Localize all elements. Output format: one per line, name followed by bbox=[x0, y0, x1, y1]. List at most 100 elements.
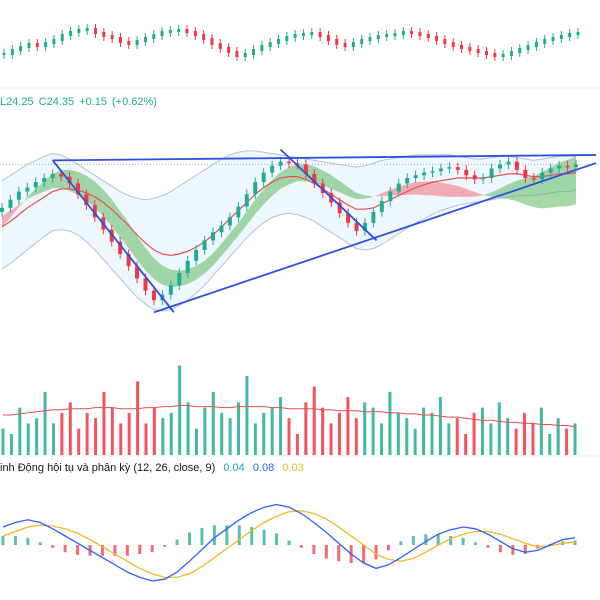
volume-bar bbox=[464, 433, 468, 455]
top-strip-candle bbox=[102, 32, 106, 37]
price-candle bbox=[211, 232, 216, 241]
volume-bar bbox=[363, 402, 367, 455]
price-candle bbox=[202, 240, 207, 250]
top-strip-candle bbox=[301, 33, 305, 36]
ichimoku-cloud-segment bbox=[339, 180, 349, 197]
ichimoku-cloud-segment bbox=[356, 193, 365, 200]
volume-bar bbox=[346, 397, 350, 455]
volume-bar bbox=[194, 428, 198, 455]
ichimoku-cloud-segment bbox=[373, 193, 382, 197]
price-candle bbox=[270, 165, 275, 173]
macd-histogram-bar bbox=[225, 525, 229, 545]
ichimoku-cloud-segment bbox=[238, 211, 247, 236]
top-strip-candle bbox=[210, 38, 214, 45]
ichimoku-cloud-segment bbox=[457, 185, 467, 197]
ichimoku-cloud-segment bbox=[35, 181, 45, 195]
ichimoku-cloud-segment bbox=[289, 164, 298, 185]
macd-histogram-bar bbox=[163, 545, 167, 547]
top-strip-candle bbox=[484, 51, 488, 55]
price-candle bbox=[388, 191, 393, 202]
top-strip-candle bbox=[2, 53, 6, 55]
trendline bbox=[51, 159, 175, 313]
ichimoku-cloud-segment bbox=[314, 166, 323, 186]
top-strip-candle bbox=[77, 29, 81, 33]
price-candle bbox=[177, 273, 182, 286]
top-strip-candle bbox=[326, 35, 330, 41]
volume-bar bbox=[422, 407, 426, 455]
top-strip-candle bbox=[260, 45, 264, 51]
ichimoku-cloud-segment bbox=[255, 189, 264, 215]
macd-histogram-bar bbox=[237, 525, 241, 545]
macd-histogram-bar bbox=[26, 537, 30, 545]
ohlc-change-pct: (+0.62%) bbox=[111, 96, 157, 108]
volume-bar bbox=[245, 376, 249, 455]
price-candle bbox=[489, 168, 494, 178]
ichimoku-cloud-segment bbox=[179, 269, 188, 287]
macd-legend[interactable]: inh Động hội tụ và phân kỳ (12, 26, clos… bbox=[0, 462, 304, 474]
top-strip-candle bbox=[401, 31, 405, 35]
top-strip-candle bbox=[435, 36, 439, 41]
volume-bar bbox=[178, 365, 182, 455]
ichimoku-cloud-segment bbox=[44, 173, 53, 192]
ichimoku-cloud-segment bbox=[170, 269, 180, 288]
ichimoku-cloud-segment bbox=[432, 181, 441, 197]
macd-histogram-bar bbox=[113, 545, 117, 556]
price-candle bbox=[354, 222, 359, 231]
volume-bar bbox=[539, 407, 543, 455]
top-strip-candle bbox=[335, 39, 339, 45]
price-candle bbox=[447, 167, 452, 169]
volume-bar bbox=[354, 418, 358, 455]
volume-bar bbox=[480, 407, 484, 455]
price-candle bbox=[261, 172, 266, 183]
price-candle bbox=[405, 178, 410, 184]
volume-ma-line bbox=[3, 405, 576, 428]
price-candle bbox=[481, 178, 486, 180]
volume-bar bbox=[506, 418, 510, 455]
price-candle bbox=[25, 187, 30, 192]
price-candle bbox=[396, 183, 401, 192]
price-candle bbox=[303, 164, 308, 174]
price-candle bbox=[42, 178, 47, 183]
ichimoku-cloud-segment bbox=[52, 170, 62, 189]
macd-histogram-bar bbox=[275, 533, 279, 545]
volume-bar bbox=[548, 433, 552, 455]
macd-histogram-bar bbox=[386, 545, 390, 551]
top-strip-candle bbox=[293, 34, 297, 38]
price-candle bbox=[379, 201, 384, 212]
ichimoku-cloud-segment bbox=[466, 188, 475, 197]
top-strip-candle bbox=[35, 43, 39, 47]
macd-histogram-bar bbox=[299, 545, 303, 548]
volume-bar bbox=[144, 423, 148, 455]
top-strip-candle bbox=[501, 54, 505, 57]
volume-bar bbox=[60, 412, 64, 455]
price-candle bbox=[523, 169, 528, 178]
volume-bar bbox=[489, 423, 493, 455]
macd-indicator-params: (12, 26, close, 9) bbox=[133, 462, 216, 474]
top-strip-candle bbox=[376, 35, 380, 39]
price-candle bbox=[278, 161, 283, 166]
top-strip-candle bbox=[69, 31, 73, 36]
macd-signal-line bbox=[2, 510, 576, 579]
top-strip-candle bbox=[94, 28, 98, 34]
top-strip-candle bbox=[19, 46, 23, 51]
macd-hist-value: 0.04 bbox=[223, 462, 245, 474]
price-candle bbox=[16, 191, 21, 200]
top-strip-candle bbox=[85, 28, 89, 31]
top-strip-candle bbox=[551, 37, 555, 41]
macd-histogram-bar bbox=[461, 537, 465, 545]
volume-bar bbox=[237, 402, 241, 455]
volume-bar bbox=[270, 407, 274, 455]
volume-bar bbox=[531, 423, 535, 455]
macd-histogram-bar bbox=[13, 536, 17, 545]
ichimoku-cloud-segment bbox=[525, 176, 534, 208]
macd-histogram-bar bbox=[175, 539, 179, 545]
ohlc-close: C24.35 bbox=[38, 96, 75, 108]
price-candle bbox=[548, 168, 553, 173]
volume-bar bbox=[1, 428, 5, 455]
trendline bbox=[279, 148, 378, 242]
ohlc-low: L24.25 bbox=[0, 96, 34, 108]
price-candle bbox=[0, 207, 4, 212]
price-candle bbox=[413, 175, 418, 178]
ichimoku-cloud-segment bbox=[204, 253, 213, 274]
top-strip-candle bbox=[277, 39, 281, 44]
